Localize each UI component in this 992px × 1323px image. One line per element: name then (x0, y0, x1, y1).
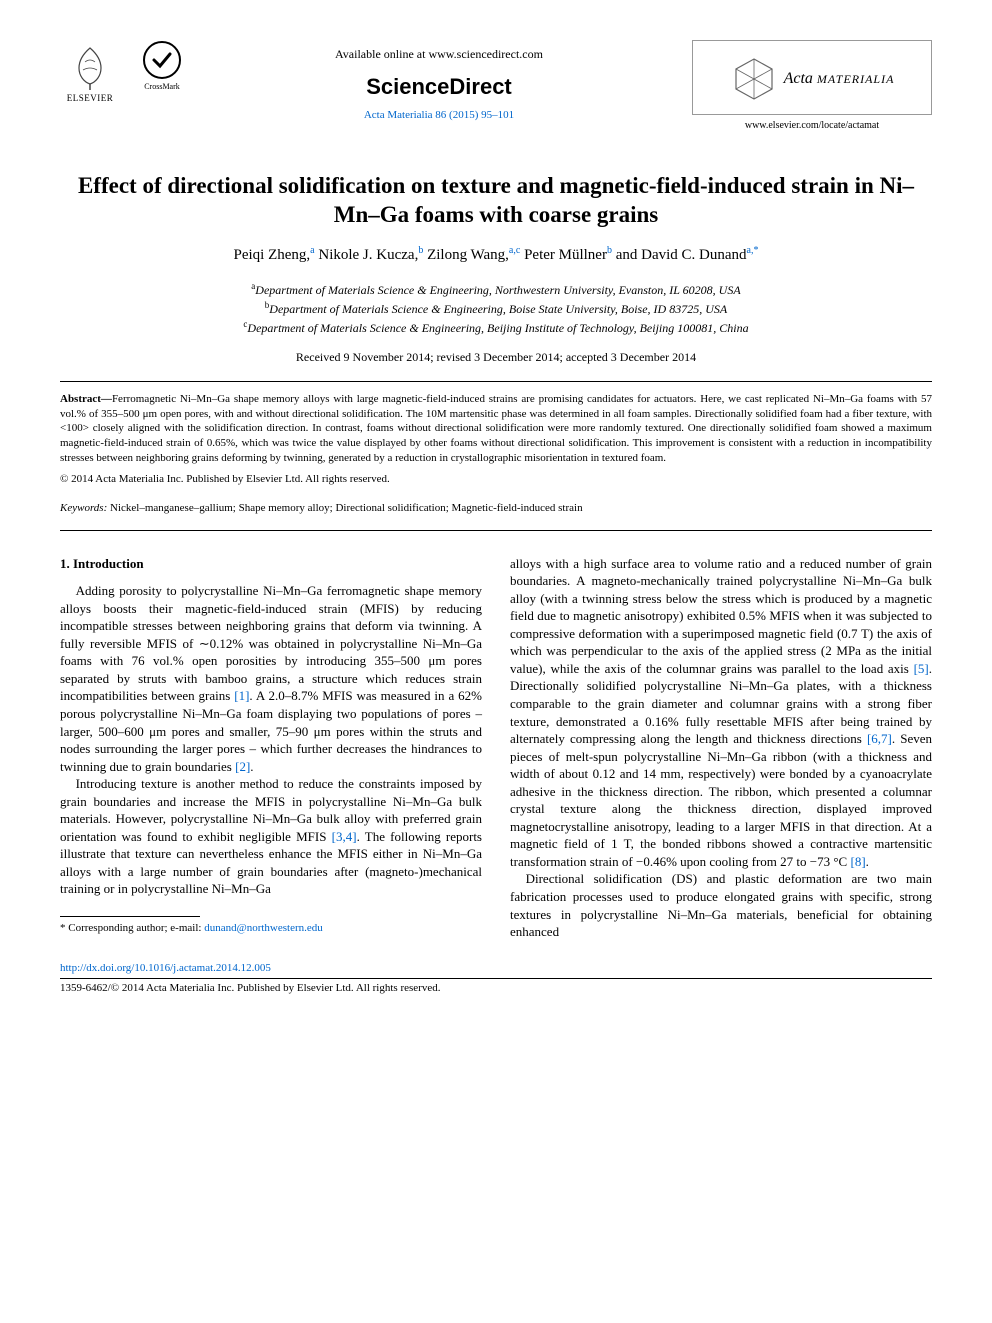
header-right: Acta MATERIALIA www.elsevier.com/locate/… (692, 40, 932, 133)
corresponding-author-footnote: * Corresponding author; e-mail: dunand@n… (60, 921, 482, 936)
affiliation-a: aDepartment of Materials Science & Engin… (60, 280, 932, 299)
article-dates: Received 9 November 2014; revised 3 Dece… (60, 349, 932, 365)
page-header: ELSEVIER CrossMark Available online at w… (60, 40, 932, 133)
column-right: alloys with a high surface area to volum… (510, 555, 932, 941)
p1-text-a: Adding porosity to polycrystalline Ni–Mn… (60, 583, 482, 703)
author-2-aff: b (418, 245, 423, 256)
ref-8[interactable]: [8] (850, 854, 865, 869)
c2-p1-a: alloys with a high surface area to volum… (510, 556, 932, 676)
author-3-aff: a,c (509, 245, 520, 256)
issn-copyright: 1359-6462/© 2014 Acta Materialia Inc. Pu… (60, 981, 932, 996)
author-4: Peter Müllner (524, 247, 607, 263)
footer-rule (60, 978, 932, 979)
body-columns: 1. Introduction Adding porosity to polyc… (60, 555, 932, 941)
available-online-text: Available online at www.sciencedirect.co… (186, 46, 692, 62)
abstract-text: Ferromagnetic Ni–Mn–Ga shape memory allo… (60, 393, 932, 464)
abstract-label: Abstract— (60, 393, 112, 405)
column-left: 1. Introduction Adding porosity to polyc… (60, 555, 482, 941)
ref-5[interactable]: [5] (914, 661, 929, 676)
acta-hex-icon (730, 55, 778, 103)
author-1-aff: a (310, 245, 314, 256)
aff-c-text: Department of Materials Science & Engine… (247, 321, 748, 335)
acta-caps: MATERIALIA (813, 72, 895, 86)
copyright-line: © 2014 Acta Materialia Inc. Published by… (60, 472, 932, 487)
aff-b-text: Department of Materials Science & Engine… (269, 302, 727, 316)
keywords-label: Keywords: (60, 502, 110, 514)
intro-para-2: Introducing texture is another method to… (60, 775, 482, 898)
doi-block: http://dx.doi.org/10.1016/j.actamat.2014… (60, 961, 932, 996)
crossmark-label: CrossMark (144, 82, 180, 93)
header-center: Available online at www.sciencedirect.co… (186, 40, 692, 123)
affiliations: aDepartment of Materials Science & Engin… (60, 280, 932, 337)
authors-line: Peiqi Zheng,a Nikole J. Kucza,b Zilong W… (60, 244, 932, 265)
rule-below-keywords (60, 530, 932, 531)
ref-2[interactable]: [2] (235, 759, 250, 774)
c2-p1-c: . Seven pieces of melt-spun polycrystall… (510, 731, 932, 869)
ref-3-4[interactable]: [3,4] (332, 829, 357, 844)
article-title: Effect of directional solidification on … (60, 171, 932, 231)
locate-url[interactable]: www.elsevier.com/locate/actamat (692, 119, 932, 133)
header-left: ELSEVIER CrossMark (60, 40, 186, 110)
abstract-block: Abstract—Ferromagnetic Ni–Mn–Ga shape me… (60, 392, 932, 466)
footnote-rule (60, 916, 200, 917)
keywords-block: Keywords: Nickel–manganese–gallium; Shap… (60, 501, 932, 516)
author-3: Zilong Wang, (427, 247, 509, 263)
intro-para-3: Directional solidification (DS) and plas… (510, 870, 932, 940)
crossmark-badge[interactable]: CrossMark (138, 40, 186, 100)
author-1: Peiqi Zheng, (234, 247, 311, 263)
affiliation-c: cDepartment of Materials Science & Engin… (60, 318, 932, 337)
journal-logo-box: Acta MATERIALIA (692, 40, 932, 115)
elsevier-tree-icon (65, 40, 115, 90)
elsevier-logo: ELSEVIER (60, 40, 120, 110)
title-block: Effect of directional solidification on … (60, 171, 932, 365)
author-5: and David C. Dunand (616, 247, 747, 263)
acta-wordmark: Acta MATERIALIA (784, 68, 895, 90)
author-2: Nikole J. Kucza, (318, 247, 418, 263)
footnote-text: Corresponding author; e-mail: (66, 922, 205, 934)
crossmark-icon (142, 40, 182, 80)
ref-6-7[interactable]: [6,7] (867, 731, 892, 746)
section-1-heading: 1. Introduction (60, 555, 482, 573)
author-4-aff: b (607, 245, 612, 256)
sciencedirect-wordmark: ScienceDirect (186, 72, 692, 102)
corresponding-email[interactable]: dunand@northwestern.edu (204, 922, 323, 934)
acta-italic: Acta (784, 70, 813, 87)
doi-link[interactable]: http://dx.doi.org/10.1016/j.actamat.2014… (60, 961, 932, 976)
c2-p1-d: . (866, 854, 869, 869)
journal-reference[interactable]: Acta Materialia 86 (2015) 95–101 (186, 108, 692, 123)
rule-above-abstract (60, 381, 932, 382)
keywords-text: Nickel–manganese–gallium; Shape memory a… (110, 502, 583, 514)
elsevier-label: ELSEVIER (67, 92, 114, 104)
p1-text-c: . (250, 759, 253, 774)
author-5-aff: a,* (747, 245, 759, 256)
affiliation-b: bDepartment of Materials Science & Engin… (60, 299, 932, 318)
intro-para-2-cont: alloys with a high surface area to volum… (510, 555, 932, 871)
intro-para-1: Adding porosity to polycrystalline Ni–Mn… (60, 582, 482, 775)
aff-a-text: Department of Materials Science & Engine… (255, 283, 740, 297)
ref-1[interactable]: [1] (234, 688, 249, 703)
